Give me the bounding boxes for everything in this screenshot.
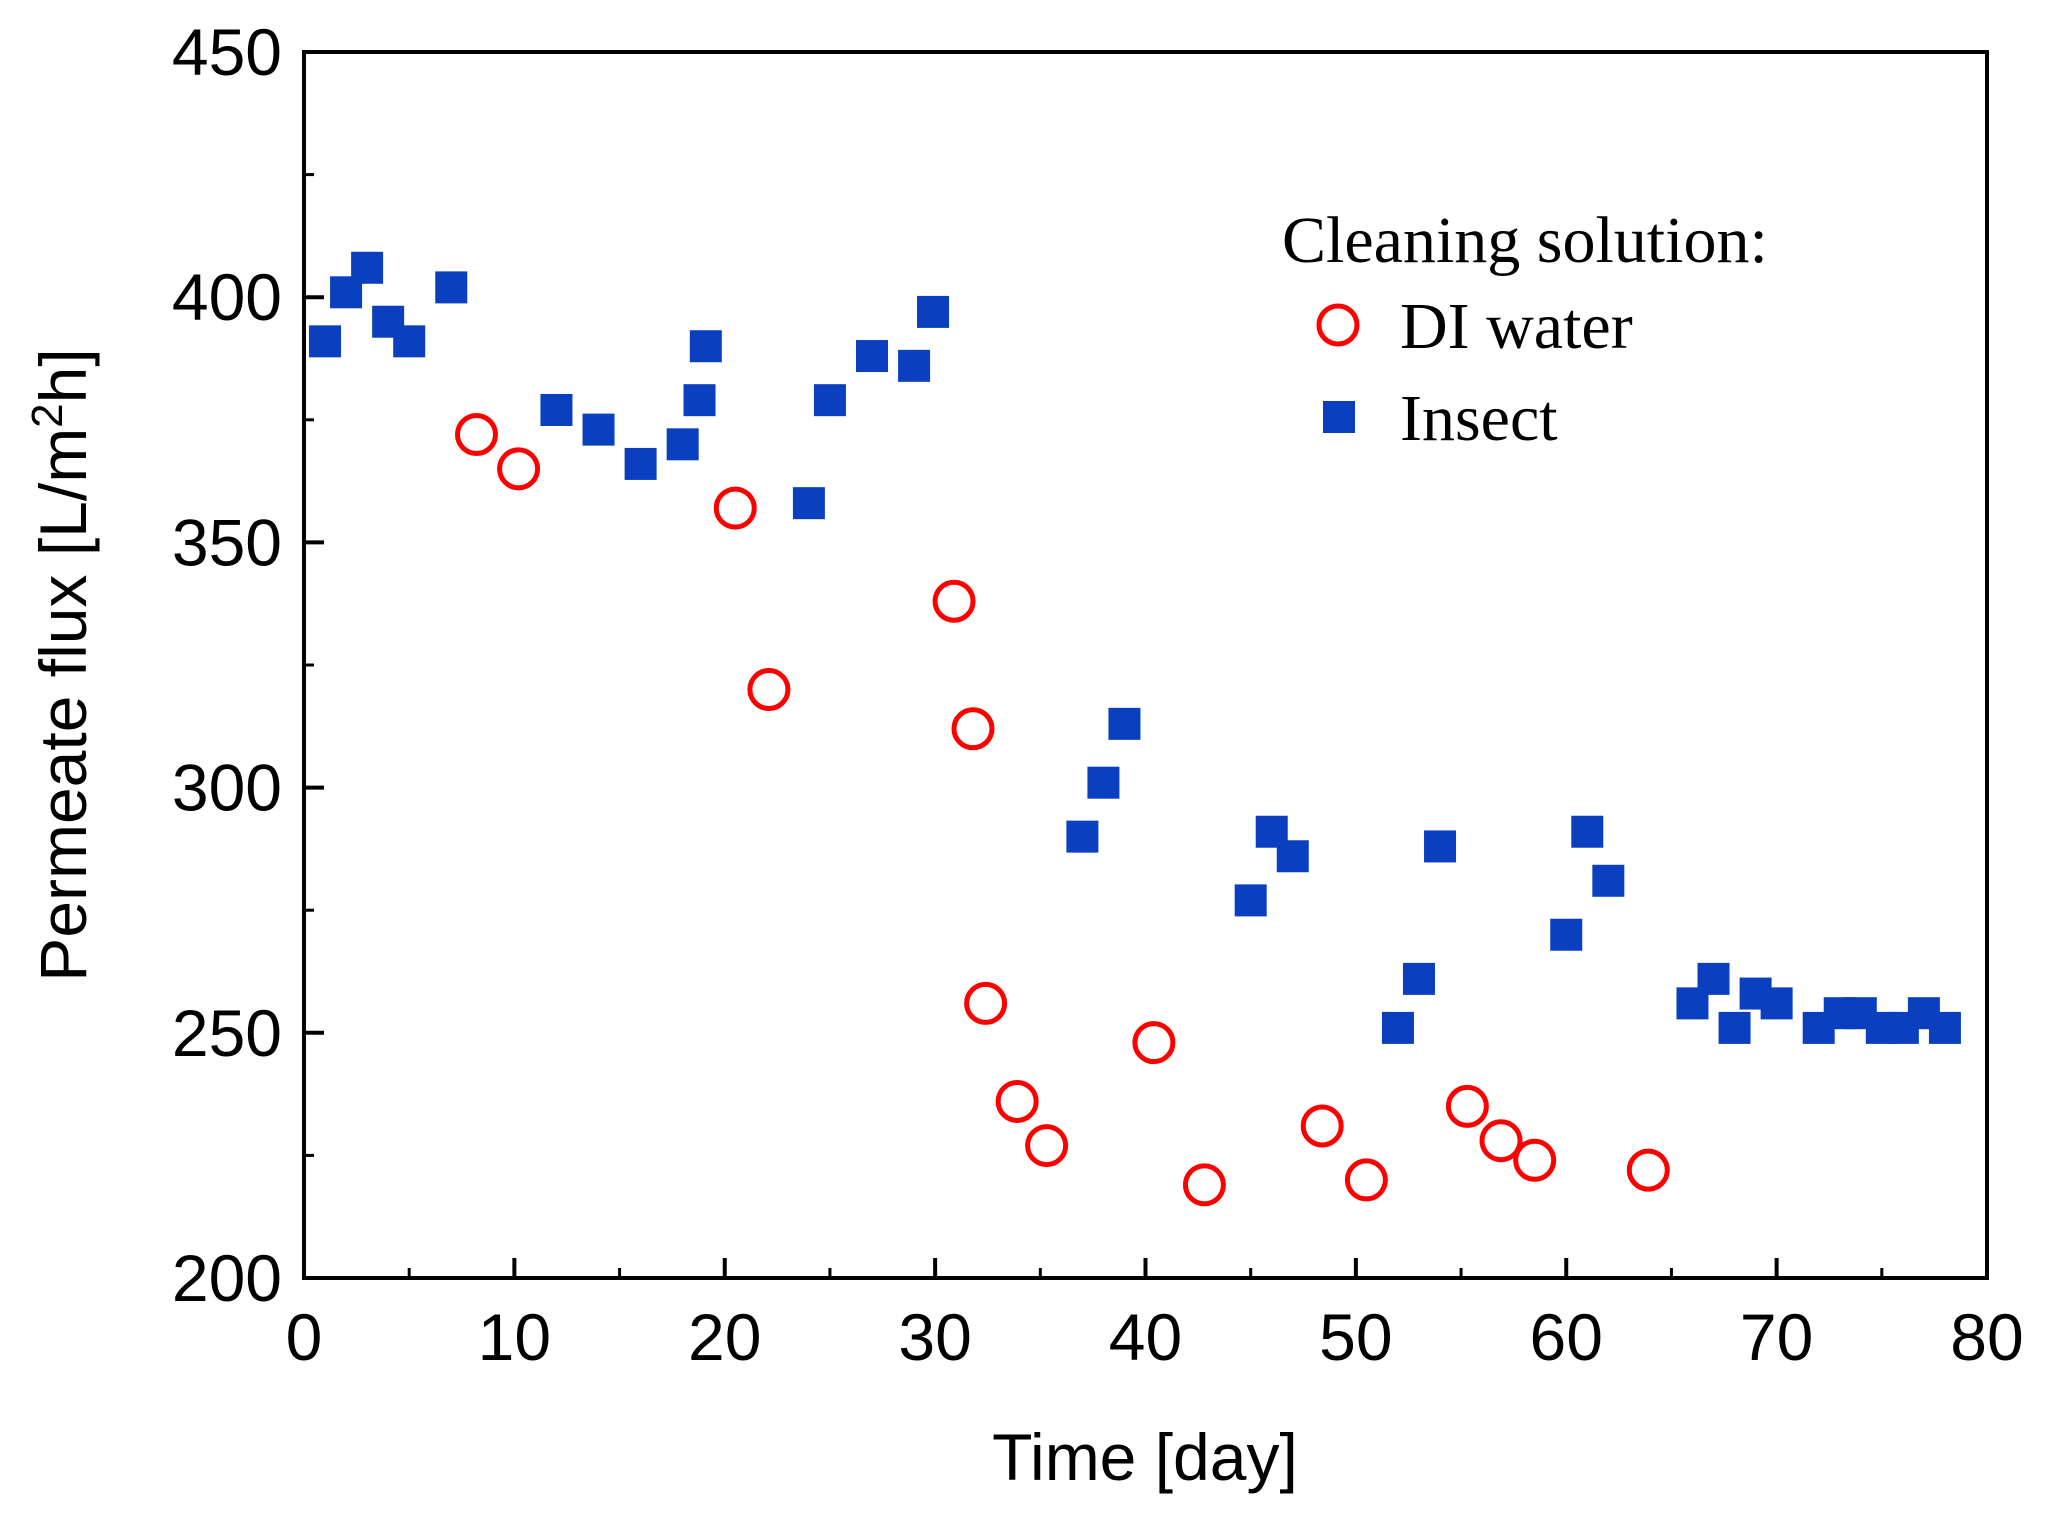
point-insect bbox=[689, 330, 722, 363]
point-insect bbox=[792, 487, 825, 520]
point-insect bbox=[1928, 1011, 1961, 1044]
x-tick-label: 10 bbox=[478, 1300, 551, 1374]
point-di-water bbox=[1025, 1124, 1069, 1168]
point-insect bbox=[666, 428, 699, 461]
x-axis-title: Time [day] bbox=[992, 1420, 1298, 1494]
x-tick-label: 50 bbox=[1319, 1300, 1392, 1374]
x-tick-label: 70 bbox=[1740, 1300, 1813, 1374]
y-axis-title-main: Permeate flux [L/m bbox=[26, 428, 100, 982]
point-insect bbox=[540, 393, 573, 426]
point-di-water bbox=[497, 447, 541, 491]
x-tick-label: 30 bbox=[898, 1300, 971, 1374]
point-di-water bbox=[951, 707, 995, 751]
point-insect bbox=[1276, 840, 1309, 873]
x-tick-label: 20 bbox=[688, 1300, 761, 1374]
axis-ticks: 0 10 20 30 40 50 60 70 80 200 250 300 350 400 450 bbox=[172, 15, 2024, 1374]
plot-frame bbox=[302, 50, 1989, 1280]
point-insect bbox=[1234, 884, 1267, 917]
point-di-water bbox=[1479, 1119, 1523, 1163]
x-tick-label: 0 bbox=[286, 1300, 323, 1374]
legend-marker-insect bbox=[1323, 401, 1355, 433]
point-insect bbox=[856, 340, 889, 373]
point-insect bbox=[309, 325, 342, 358]
y-axis-title: Permeate flux [L/m2h] bbox=[23, 348, 100, 981]
point-insect bbox=[1108, 707, 1141, 740]
point-insect bbox=[1066, 820, 1099, 853]
data-marks bbox=[309, 251, 1961, 1207]
x-tick-label: 80 bbox=[1950, 1300, 2023, 1374]
point-insect bbox=[1550, 918, 1583, 951]
point-insect bbox=[1718, 1011, 1751, 1044]
point-di-water bbox=[995, 1079, 1039, 1123]
point-insect bbox=[1381, 1011, 1414, 1044]
point-insect bbox=[393, 325, 426, 358]
point-di-water bbox=[747, 668, 791, 712]
point-di-water bbox=[713, 486, 757, 530]
y-tick-label: 350 bbox=[172, 505, 282, 579]
point-insect bbox=[624, 447, 657, 480]
point-di-water bbox=[932, 579, 976, 623]
point-di-water bbox=[1182, 1163, 1226, 1207]
x-tick-label: 60 bbox=[1530, 1300, 1603, 1374]
point-di-water bbox=[1344, 1158, 1388, 1202]
legend-label-di-water: DI water bbox=[1400, 290, 1633, 363]
point-di-water bbox=[964, 981, 1008, 1025]
point-insect bbox=[683, 384, 716, 417]
x-tick-label: 40 bbox=[1109, 1300, 1182, 1374]
point-insect bbox=[813, 384, 846, 417]
y-tick-label: 200 bbox=[172, 1241, 282, 1315]
point-insect bbox=[917, 295, 950, 328]
point-insect bbox=[1424, 830, 1457, 863]
y-tick-label: 250 bbox=[172, 996, 282, 1070]
point-di-water bbox=[1513, 1138, 1557, 1182]
point-insect bbox=[898, 349, 931, 382]
point-insect bbox=[1571, 815, 1604, 848]
point-insect bbox=[351, 251, 384, 284]
point-di-water bbox=[455, 413, 499, 457]
y-axis-title-superscript: 2 bbox=[23, 403, 72, 427]
point-insect bbox=[1760, 987, 1793, 1020]
point-insect bbox=[435, 271, 468, 304]
legend-title: Cleaning solution: bbox=[1282, 204, 1768, 277]
point-insect bbox=[1592, 864, 1625, 897]
point-insect bbox=[582, 413, 615, 446]
point-di-water bbox=[1445, 1084, 1489, 1128]
point-insect bbox=[1402, 962, 1435, 995]
y-tick-label: 300 bbox=[172, 751, 282, 825]
legend-marker-di-water bbox=[1316, 303, 1360, 347]
point-insect bbox=[1087, 766, 1120, 799]
point-di-water bbox=[1626, 1148, 1670, 1192]
y-tick-label: 400 bbox=[172, 260, 282, 334]
point-insect bbox=[1697, 962, 1730, 995]
point-di-water bbox=[1300, 1104, 1344, 1148]
y-axis-title-end: h] bbox=[26, 348, 100, 403]
y-tick-label: 450 bbox=[172, 15, 282, 89]
legend: Cleaning solution: DI water Insect bbox=[1282, 204, 1768, 455]
legend-label-insect: Insect bbox=[1400, 382, 1558, 455]
point-di-water bbox=[1132, 1021, 1176, 1065]
